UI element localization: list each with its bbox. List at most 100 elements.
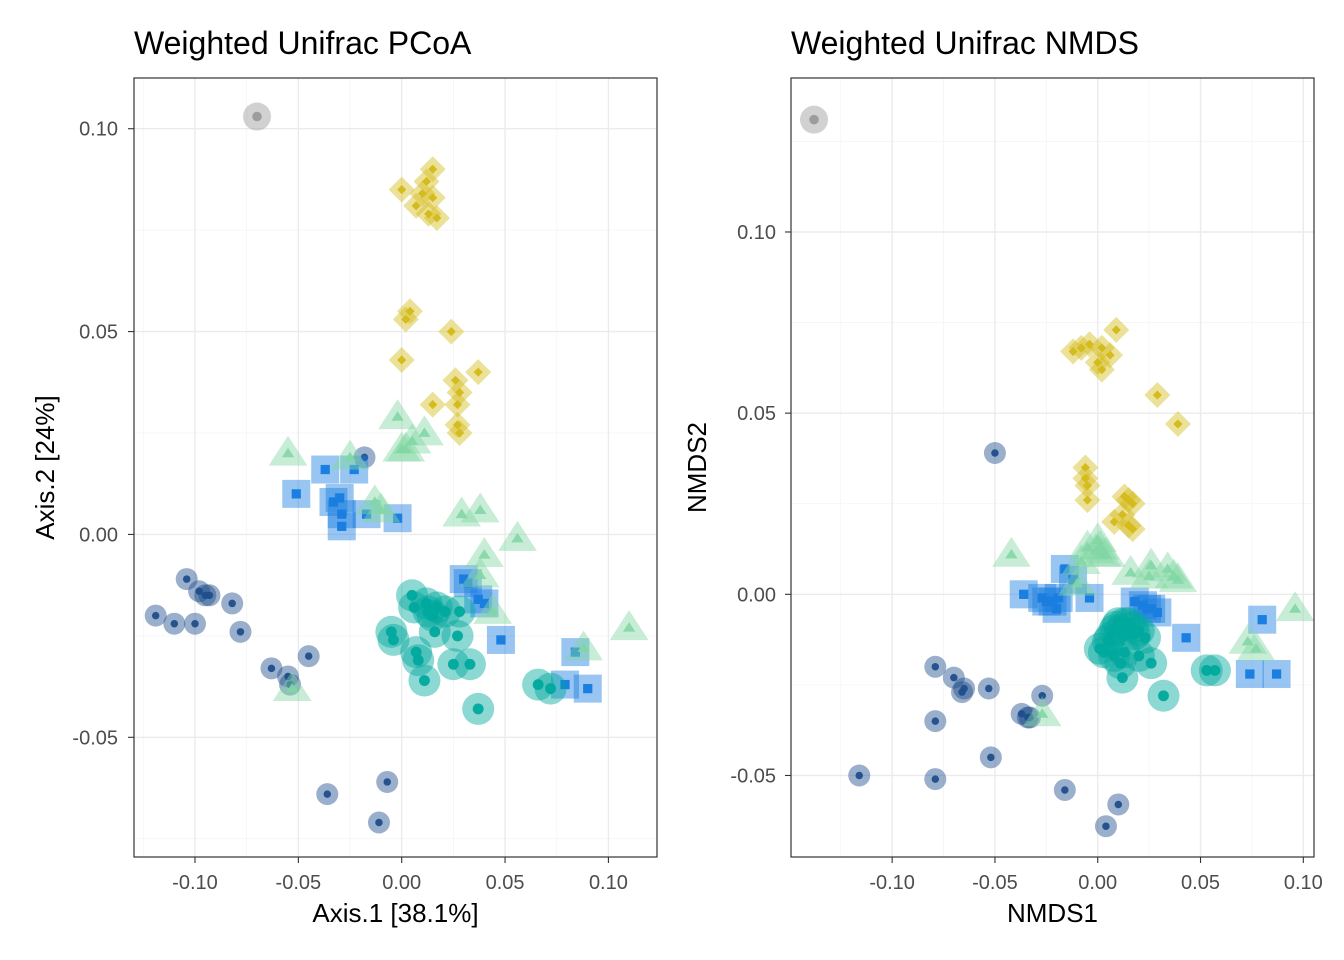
data-point bbox=[1190, 654, 1223, 687]
point-core bbox=[151, 611, 160, 620]
data-point bbox=[1248, 605, 1277, 634]
data-point bbox=[1144, 382, 1171, 409]
point-core bbox=[337, 509, 347, 519]
data-point bbox=[992, 536, 1031, 567]
data-point bbox=[561, 638, 590, 667]
data-point bbox=[800, 105, 829, 134]
point-core bbox=[583, 684, 593, 694]
point-core bbox=[228, 599, 236, 608]
point-core bbox=[1051, 604, 1062, 614]
point-core bbox=[1109, 517, 1119, 527]
data-point bbox=[453, 569, 482, 598]
data-point bbox=[573, 674, 602, 703]
y-tick-label: 0.05 bbox=[737, 403, 776, 425]
point-core bbox=[1105, 350, 1115, 360]
data-point bbox=[1236, 631, 1276, 661]
data-point bbox=[1111, 554, 1150, 585]
point-core bbox=[1152, 607, 1162, 618]
data-point bbox=[1131, 547, 1171, 578]
data-point bbox=[441, 619, 474, 652]
data-point bbox=[453, 648, 486, 681]
data-point bbox=[297, 645, 320, 668]
data-point bbox=[465, 359, 492, 386]
series-A bbox=[848, 442, 1130, 838]
data-point bbox=[977, 677, 1000, 700]
data-point bbox=[564, 630, 603, 661]
data-point bbox=[1147, 679, 1180, 712]
point-core bbox=[511, 532, 524, 543]
y-tick-label: -0.05 bbox=[730, 765, 776, 787]
point-core bbox=[1108, 650, 1120, 662]
data-point bbox=[1119, 490, 1146, 517]
point-core bbox=[304, 652, 313, 660]
point-core bbox=[577, 642, 590, 652]
point-core bbox=[985, 684, 993, 693]
point-core bbox=[1082, 495, 1092, 505]
series-D bbox=[992, 522, 1315, 727]
point-core bbox=[252, 111, 262, 122]
point-core bbox=[1133, 625, 1145, 636]
data-point bbox=[1164, 411, 1191, 438]
point-core bbox=[446, 327, 456, 337]
x-tick-label: 0.05 bbox=[486, 872, 525, 894]
data-point bbox=[1148, 551, 1187, 582]
data-point bbox=[498, 520, 537, 551]
data-point bbox=[534, 672, 567, 705]
data-point bbox=[442, 496, 482, 527]
point-core bbox=[417, 189, 427, 199]
point-core bbox=[570, 647, 580, 657]
point-core bbox=[427, 610, 439, 622]
data-point bbox=[442, 367, 469, 394]
data-point bbox=[316, 783, 339, 806]
point-core bbox=[1036, 708, 1049, 718]
point-core bbox=[335, 493, 345, 503]
series-C bbox=[1083, 607, 1231, 712]
data-point bbox=[1068, 334, 1095, 361]
chart-title: Weighted Unifrac NMDS bbox=[791, 25, 1139, 61]
point-core bbox=[473, 594, 483, 604]
point-core bbox=[450, 375, 460, 385]
point-core bbox=[1241, 635, 1254, 646]
data-point bbox=[486, 625, 515, 654]
point-core bbox=[432, 213, 442, 223]
data-point bbox=[198, 584, 221, 607]
point-core bbox=[1201, 664, 1213, 676]
point-core bbox=[1117, 510, 1127, 520]
point-core bbox=[474, 569, 487, 579]
point-core bbox=[1084, 339, 1095, 349]
data-point bbox=[924, 768, 947, 791]
data-point bbox=[979, 746, 1002, 769]
data-point bbox=[1101, 508, 1128, 535]
point-core bbox=[428, 164, 438, 174]
data-point bbox=[367, 811, 390, 834]
data-point bbox=[1080, 529, 1120, 560]
point-core bbox=[1084, 593, 1095, 603]
data-point bbox=[392, 306, 419, 333]
point-core bbox=[1017, 710, 1026, 718]
y-tick-label: 0.00 bbox=[79, 524, 118, 546]
data-point bbox=[1022, 696, 1062, 727]
point-core bbox=[479, 598, 490, 609]
series-E bbox=[1060, 316, 1191, 543]
point-core bbox=[1098, 646, 1110, 658]
data-points bbox=[800, 105, 1315, 838]
data-point bbox=[1018, 706, 1041, 729]
point-core bbox=[1111, 325, 1121, 335]
data-point bbox=[983, 442, 1006, 465]
point-core bbox=[472, 703, 484, 715]
data-point bbox=[1074, 487, 1101, 514]
y-tick-label: 0.00 bbox=[737, 584, 776, 606]
point-core bbox=[1114, 800, 1123, 809]
data-point bbox=[405, 415, 444, 446]
point-core bbox=[1071, 577, 1084, 588]
point-core bbox=[1173, 419, 1183, 429]
point-core bbox=[419, 675, 430, 686]
data-point bbox=[1009, 580, 1038, 609]
point-core bbox=[412, 654, 424, 666]
point-core bbox=[931, 717, 940, 725]
y-tick-label: 0.05 bbox=[79, 322, 118, 344]
data-point bbox=[848, 764, 871, 787]
data-point bbox=[437, 648, 470, 681]
point-core bbox=[1128, 524, 1138, 534]
point-core bbox=[383, 778, 391, 786]
